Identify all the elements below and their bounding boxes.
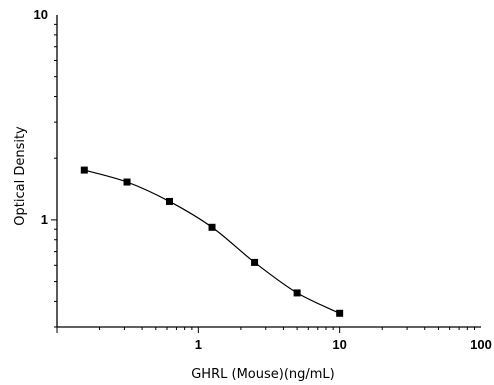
y-tick-label: 10 <box>34 7 48 22</box>
plot-area: 1 10 100 1 10 <box>34 7 492 352</box>
data-point-marker <box>80 166 88 174</box>
x-tick-labels: 1 10 100 <box>195 337 492 352</box>
data-point-marker <box>165 197 173 205</box>
x-axis-ticks <box>56 327 476 333</box>
y-tick-labels: 1 10 <box>34 7 48 227</box>
x-tick-label: 1 <box>195 337 202 352</box>
data-points <box>80 166 344 317</box>
x-tick-label: 10 <box>332 337 346 352</box>
data-point-marker <box>123 178 131 186</box>
data-point-marker <box>293 289 301 297</box>
data-point-marker <box>251 258 259 266</box>
data-point-marker <box>336 309 344 317</box>
fit-curve-line <box>84 169 340 314</box>
data-point-marker <box>208 223 216 231</box>
x-tick-label: 100 <box>470 337 492 352</box>
y-axis-ticks <box>51 23 57 328</box>
x-axis-title: GHRL (Mouse)(ng/mL) <box>191 367 335 382</box>
y-axis-title: Optical Density <box>13 126 28 226</box>
y-tick-label: 1 <box>41 212 48 227</box>
